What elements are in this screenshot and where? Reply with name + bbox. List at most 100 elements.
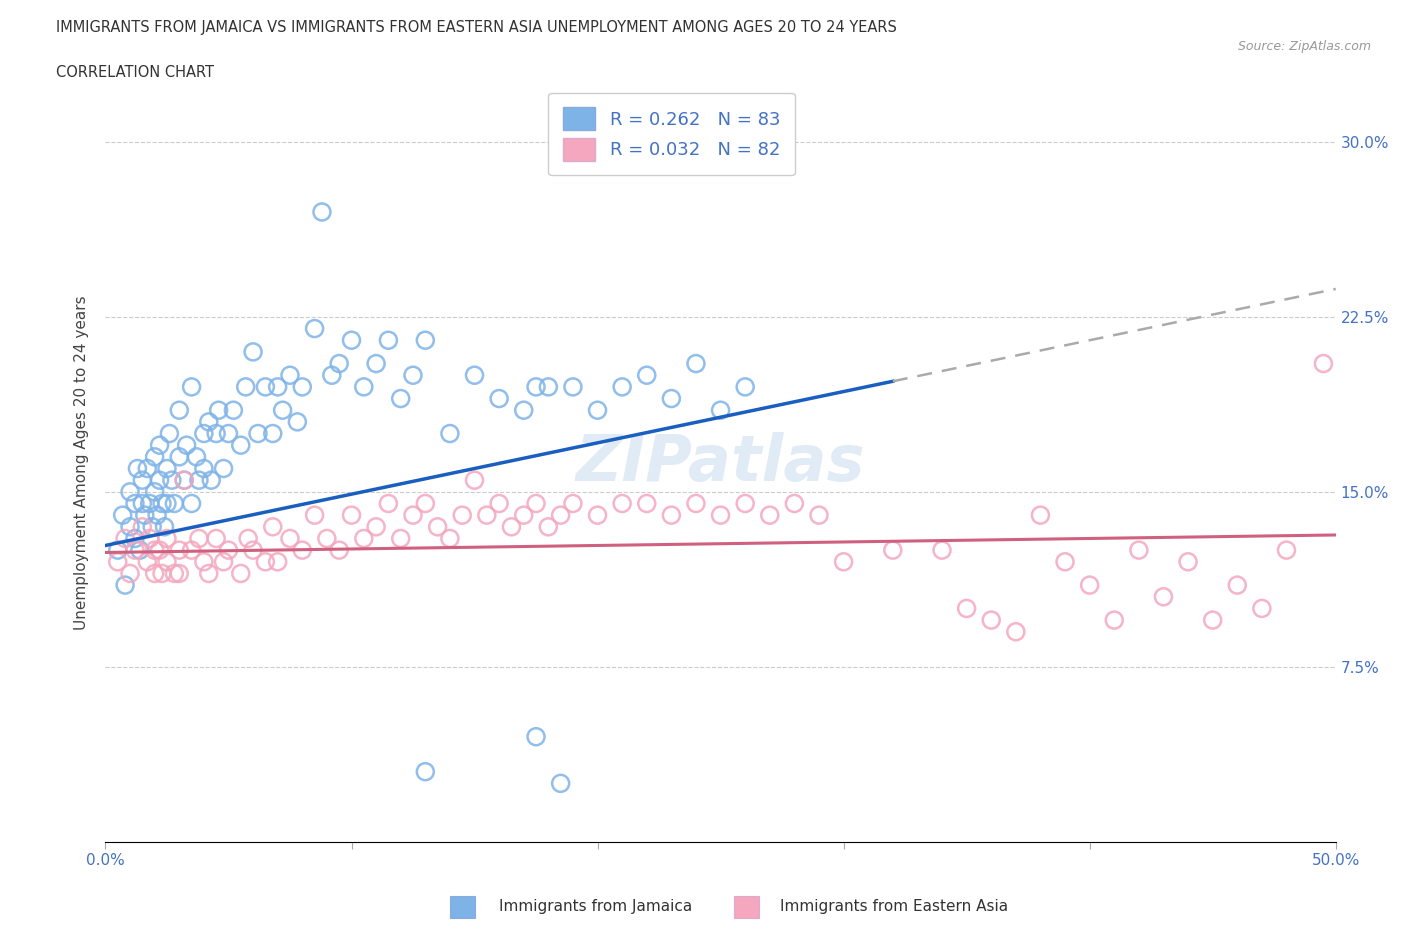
Point — [156, 554, 179, 569]
Point — [1054, 554, 1077, 569]
Point — [208, 403, 231, 418]
Point — [146, 508, 169, 523]
Point — [205, 426, 228, 441]
Point — [586, 403, 609, 418]
Point — [193, 426, 215, 441]
Point — [222, 403, 245, 418]
Point — [236, 531, 260, 546]
Point — [501, 519, 523, 534]
Text: Immigrants from Jamaica: Immigrants from Jamaica — [499, 899, 692, 914]
Point — [402, 508, 425, 523]
Point — [586, 508, 609, 523]
Point — [111, 508, 134, 523]
Point — [180, 543, 202, 558]
Point — [124, 496, 146, 511]
Point — [882, 543, 904, 558]
Point — [734, 496, 756, 511]
Point — [734, 379, 756, 394]
Point — [291, 543, 314, 558]
Point — [173, 472, 195, 487]
Point — [267, 379, 290, 394]
Point — [136, 461, 159, 476]
Point — [254, 379, 277, 394]
Point — [321, 367, 343, 382]
Point — [149, 543, 172, 558]
Point — [150, 566, 173, 581]
Point — [685, 496, 707, 511]
Point — [218, 426, 240, 441]
Point — [124, 543, 146, 558]
Point — [389, 392, 412, 406]
Point — [141, 519, 163, 534]
Point — [1177, 554, 1199, 569]
Point — [163, 496, 186, 511]
Point — [138, 531, 162, 546]
Point — [550, 776, 572, 790]
Point — [156, 461, 179, 476]
Point — [149, 438, 172, 453]
Point — [488, 496, 510, 511]
Point — [353, 531, 375, 546]
Point — [475, 508, 498, 523]
Point — [562, 379, 585, 394]
Point — [188, 531, 211, 546]
Point — [710, 508, 733, 523]
Point — [169, 449, 191, 464]
Point — [134, 508, 156, 523]
Point — [262, 519, 284, 534]
Point — [163, 566, 186, 581]
Point — [186, 449, 208, 464]
Point — [759, 508, 782, 523]
Point — [1078, 578, 1101, 592]
Point — [1004, 624, 1026, 639]
Point — [131, 472, 153, 487]
Point — [389, 531, 412, 546]
Point — [1102, 613, 1125, 628]
Point — [156, 496, 179, 511]
Point — [1251, 601, 1274, 616]
Point — [107, 554, 129, 569]
Point — [1153, 590, 1175, 604]
Point — [169, 403, 191, 418]
Point — [180, 379, 202, 394]
Point — [131, 519, 153, 534]
Point — [783, 496, 806, 511]
Point — [197, 415, 221, 430]
Point — [235, 379, 257, 394]
Point — [143, 566, 166, 581]
Point — [661, 392, 683, 406]
Point — [169, 566, 191, 581]
Point — [1029, 508, 1052, 523]
Point — [120, 485, 141, 499]
Point — [439, 426, 461, 441]
Point — [131, 496, 153, 511]
Point — [212, 461, 235, 476]
Point — [242, 344, 264, 359]
Point — [247, 426, 270, 441]
Text: Source: ZipAtlas.com: Source: ZipAtlas.com — [1237, 40, 1371, 53]
Point — [304, 321, 326, 336]
Point — [439, 531, 461, 546]
Point — [129, 543, 152, 558]
Point — [537, 519, 560, 534]
Text: IMMIGRANTS FROM JAMAICA VS IMMIGRANTS FROM EASTERN ASIA UNEMPLOYMENT AMONG AGES : IMMIGRANTS FROM JAMAICA VS IMMIGRANTS FR… — [56, 20, 897, 35]
Point — [807, 508, 830, 523]
Point — [377, 496, 399, 511]
Point — [311, 205, 333, 219]
Point — [1312, 356, 1334, 371]
Point — [1226, 578, 1249, 592]
Point — [138, 496, 162, 511]
Point — [366, 356, 388, 371]
Point — [176, 438, 198, 453]
Point — [180, 496, 202, 511]
Point — [464, 472, 486, 487]
Legend: R = 0.262   N = 83, R = 0.032   N = 82: R = 0.262 N = 83, R = 0.032 N = 82 — [548, 93, 794, 175]
Point — [415, 333, 437, 348]
Point — [562, 496, 585, 511]
Point — [415, 496, 437, 511]
Point — [537, 379, 560, 394]
Point — [328, 543, 350, 558]
Point — [426, 519, 449, 534]
Point — [451, 508, 474, 523]
Point — [205, 531, 228, 546]
